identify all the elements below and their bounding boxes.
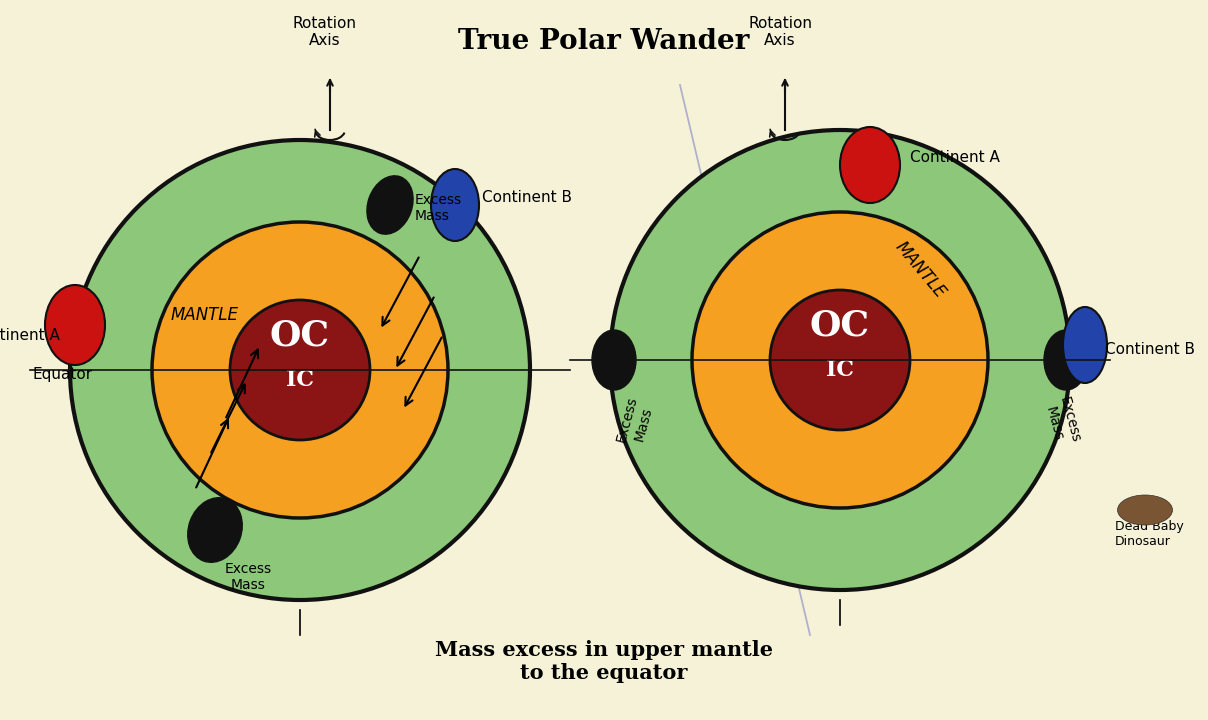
Circle shape: [230, 300, 370, 440]
Text: Rotation
Axis: Rotation Axis: [748, 16, 812, 48]
Text: MANTLE: MANTLE: [892, 238, 948, 302]
Text: MANTLE: MANTLE: [172, 306, 239, 324]
Text: OC: OC: [269, 318, 330, 352]
Text: IC: IC: [286, 369, 314, 392]
Text: Excess
Mass: Excess Mass: [416, 193, 463, 223]
Text: Excess
Mass: Excess Mass: [615, 395, 656, 449]
Ellipse shape: [1044, 330, 1088, 390]
Ellipse shape: [431, 169, 480, 241]
Text: Dead Baby
Dinosaur: Dead Baby Dinosaur: [1115, 520, 1184, 548]
Ellipse shape: [1117, 495, 1173, 525]
Text: Continent B: Continent B: [482, 191, 573, 205]
Ellipse shape: [1063, 307, 1107, 383]
Ellipse shape: [592, 330, 635, 390]
Text: IC: IC: [826, 359, 854, 382]
Text: Continent B: Continent B: [1105, 343, 1195, 358]
Text: True Polar Wander: True Polar Wander: [458, 28, 750, 55]
Text: Rotation
Axis: Rotation Axis: [294, 16, 358, 48]
Text: Equator: Equator: [31, 367, 92, 382]
Circle shape: [152, 222, 448, 518]
Circle shape: [769, 290, 910, 430]
Ellipse shape: [840, 127, 900, 203]
Ellipse shape: [45, 285, 105, 365]
Text: OC: OC: [809, 308, 870, 342]
Text: Mass excess in upper mantle
to the equator: Mass excess in upper mantle to the equat…: [435, 640, 773, 683]
Ellipse shape: [187, 498, 243, 562]
Text: Continent A: Continent A: [910, 150, 1000, 166]
Ellipse shape: [367, 176, 413, 234]
Circle shape: [692, 212, 988, 508]
Text: Excess
Mass: Excess Mass: [1041, 395, 1082, 449]
Text: Continent A: Continent A: [0, 328, 60, 343]
Text: Excess
Mass: Excess Mass: [225, 562, 272, 592]
Circle shape: [610, 130, 1070, 590]
Circle shape: [70, 140, 530, 600]
